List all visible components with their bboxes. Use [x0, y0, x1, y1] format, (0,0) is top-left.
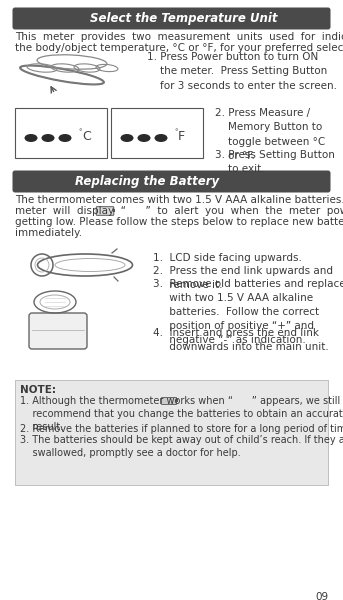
- FancyBboxPatch shape: [96, 206, 114, 215]
- Ellipse shape: [24, 134, 37, 142]
- FancyBboxPatch shape: [12, 7, 331, 29]
- Text: 3. The batteries should be kept away out of child’s reach. If they are
    swall: 3. The batteries should be kept away out…: [20, 435, 343, 458]
- FancyBboxPatch shape: [12, 170, 331, 193]
- Text: Select the Temperature Unit: Select the Temperature Unit: [90, 12, 277, 25]
- Text: 2.  Press the end link upwards and
     remove it.: 2. Press the end link upwards and remove…: [153, 266, 333, 290]
- Text: immediately.: immediately.: [15, 228, 82, 238]
- Text: NOTE:: NOTE:: [20, 385, 56, 395]
- Text: 3.  Remove old batteries and replace
     with two 1.5 V AAA alkaline
     batte: 3. Remove old batteries and replace with…: [153, 279, 343, 345]
- Text: 2. Remove the batteries if planned to store for a long period of time.: 2. Remove the batteries if planned to st…: [20, 424, 343, 434]
- Bar: [113, 209, 115, 212]
- Text: 3. Press Setting Button
    to exit.: 3. Press Setting Button to exit.: [215, 150, 335, 175]
- Text: Replacing the Battery: Replacing the Battery: [75, 175, 219, 188]
- Ellipse shape: [42, 134, 55, 142]
- Bar: [15, 380, 328, 485]
- FancyBboxPatch shape: [29, 313, 87, 349]
- Ellipse shape: [59, 134, 71, 142]
- Text: °: °: [174, 129, 177, 135]
- Ellipse shape: [154, 134, 167, 142]
- Text: getting low. Please follow the steps below to replace new batteries: getting low. Please follow the steps bel…: [15, 217, 343, 227]
- Text: 2. Press Measure /
    Memory Button to
    toggle between °C
    or °F.: 2. Press Measure / Memory Button to togg…: [215, 108, 325, 161]
- Text: 1. Press Power button to turn ON
    the meter.  Press Setting Button
    for 3 : 1. Press Power button to turn ON the met…: [147, 52, 337, 91]
- FancyBboxPatch shape: [162, 397, 177, 404]
- Text: the body/object temperature, °C or °F, for your preferred selection.: the body/object temperature, °C or °F, f…: [15, 43, 343, 53]
- Ellipse shape: [138, 134, 151, 142]
- Text: This  meter  provides  two  measurement  units  used  for  indicating: This meter provides two measurement unit…: [15, 32, 343, 42]
- Ellipse shape: [120, 134, 133, 142]
- Text: The thermometer comes with two 1.5 V AAA alkaline batteries. The: The thermometer comes with two 1.5 V AAA…: [15, 195, 343, 205]
- Bar: [111, 108, 203, 158]
- Text: meter  will  display  “      ”  to  alert  you  when  the  meter  power  is: meter will display “ ” to alert you when…: [15, 206, 343, 216]
- Text: C: C: [82, 130, 91, 143]
- Text: 1. Although the thermometer works when “      ” appears, we still
    recommend : 1. Although the thermometer works when “…: [20, 396, 343, 433]
- Text: F: F: [178, 130, 185, 143]
- Bar: [176, 399, 178, 402]
- Text: 09: 09: [315, 592, 328, 600]
- Bar: [15, 108, 107, 158]
- Text: °: °: [78, 129, 82, 135]
- Text: 4.  Insert and press the end link
     downwards into the main unit.: 4. Insert and press the end link downwar…: [153, 328, 329, 352]
- Text: 1.  LCD side facing upwards.: 1. LCD side facing upwards.: [153, 253, 302, 263]
